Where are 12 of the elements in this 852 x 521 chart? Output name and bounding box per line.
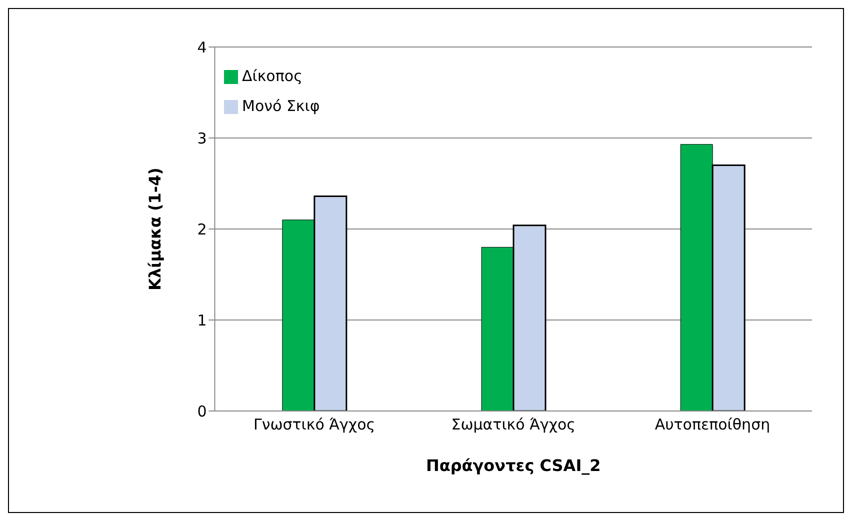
x-tick-label: Αυτοπεποίθηση <box>654 416 770 434</box>
y-tick-label: 4 <box>197 38 207 56</box>
y-tick-label: 2 <box>197 220 207 238</box>
legend-label: Δίκοπος <box>242 67 302 85</box>
y-tick-label: 0 <box>197 402 207 420</box>
y-axis-title: Κλίμακα (1-4) <box>145 168 164 290</box>
y-tick-label: 3 <box>197 129 207 148</box>
legend-label: Μονό Σκιφ <box>242 97 320 115</box>
x-tick-label: Γνωστικό Άγχος <box>253 416 376 434</box>
y-tick-label: 1 <box>197 311 207 330</box>
x-tick-label: Σωματικό Άγχος <box>451 416 576 434</box>
x-axis-title: Παράγοντες CSAI_2 <box>426 456 601 475</box>
